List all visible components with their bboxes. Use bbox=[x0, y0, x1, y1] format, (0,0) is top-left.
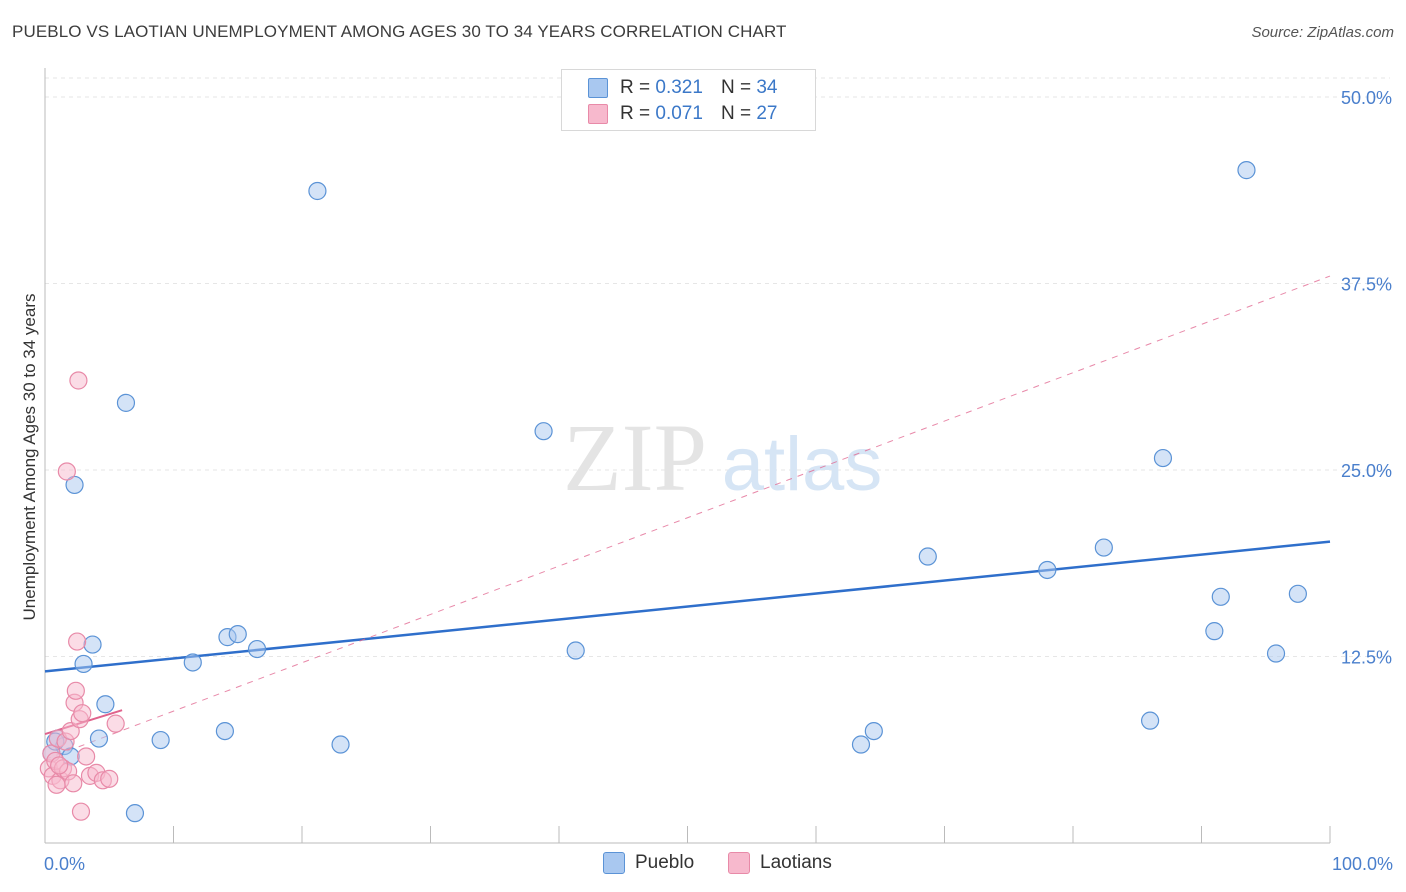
pueblo-point bbox=[1288, 584, 1307, 603]
y-axis-label: Unemployment Among Ages 30 to 34 years bbox=[20, 294, 39, 621]
trend-line-laotians-dashed bbox=[44, 275, 1331, 760]
x-tick-label: 100.0% bbox=[1332, 854, 1393, 874]
pueblo-legend-label: Pueblo bbox=[635, 852, 695, 873]
bottom-legend-laotians: Laotians bbox=[728, 852, 832, 874]
pueblo-n-value: 34 bbox=[756, 77, 778, 98]
laotians-point bbox=[68, 632, 87, 651]
pueblo-point bbox=[183, 653, 202, 672]
laotians-legend-label: Laotians bbox=[760, 852, 832, 873]
n-label: N = bbox=[720, 77, 752, 98]
y-tick-label: 37.5% bbox=[1341, 275, 1392, 295]
n-label: N = bbox=[720, 103, 752, 124]
laotians-point bbox=[64, 774, 83, 793]
legend-row-laotians: R = 0.071 N = 27 bbox=[588, 102, 777, 126]
legend-row-pueblo: R = 0.321 N = 34 bbox=[588, 76, 777, 100]
laotians-point bbox=[57, 462, 76, 481]
laotians-point bbox=[71, 802, 91, 821]
pueblo-point bbox=[215, 721, 234, 741]
laotians-r-value: 0.071 bbox=[655, 103, 703, 124]
pueblo-point bbox=[1140, 711, 1160, 730]
watermark-zip: ZIP bbox=[563, 404, 707, 511]
laotians-legend-swatch bbox=[728, 852, 750, 874]
laotians-point bbox=[77, 747, 96, 766]
pueblo-point bbox=[1094, 538, 1113, 557]
watermark-atlas: atlas bbox=[722, 422, 883, 507]
pueblo-point bbox=[534, 422, 553, 441]
laotians-point bbox=[47, 775, 66, 794]
correlation-legend: R = 0.321 N = 34 R = 0.071 N = 27 bbox=[561, 69, 816, 131]
pueblo-point bbox=[308, 181, 327, 201]
pueblo-point bbox=[566, 641, 585, 660]
laotians-n-value: 27 bbox=[756, 103, 778, 124]
pueblo-point bbox=[96, 695, 115, 714]
laotians-point bbox=[69, 371, 88, 390]
pueblo-point bbox=[864, 721, 883, 741]
laotians-point bbox=[106, 714, 125, 733]
x-tick-label: 0.0% bbox=[44, 854, 85, 874]
r-label: R = bbox=[620, 77, 651, 98]
pueblo-point bbox=[89, 729, 109, 748]
pueblo-point bbox=[1153, 448, 1173, 468]
pueblo-point bbox=[918, 547, 937, 566]
pueblo-point bbox=[228, 625, 247, 644]
bottom-legend-pueblo: Pueblo bbox=[603, 852, 694, 874]
laotians-point bbox=[100, 769, 119, 788]
tick-labels: 12.5% 25.0% 37.5% 50.0% 0.0% 100.0% bbox=[44, 88, 1393, 874]
pueblo-point bbox=[125, 804, 145, 823]
pueblo-point bbox=[74, 654, 93, 674]
laotians-point bbox=[73, 704, 92, 723]
y-tick-label: 50.0% bbox=[1341, 88, 1392, 108]
grid-lines bbox=[45, 77, 1390, 657]
r-label: R = bbox=[620, 103, 651, 124]
laotians-swatch bbox=[588, 104, 608, 124]
pueblo-point bbox=[1266, 644, 1286, 663]
pueblo-point bbox=[331, 735, 350, 754]
y-tick-label: 25.0% bbox=[1341, 461, 1392, 481]
pueblo-r-value: 0.321 bbox=[655, 77, 703, 98]
pueblo-point bbox=[151, 730, 170, 750]
pueblo-point bbox=[1237, 161, 1256, 180]
pueblo-point bbox=[116, 393, 136, 412]
pueblo-point bbox=[851, 735, 871, 754]
pueblo-legend-swatch bbox=[603, 852, 625, 874]
pueblo-point bbox=[1205, 622, 1224, 641]
pueblo-point bbox=[247, 639, 267, 659]
y-tick-label: 12.5% bbox=[1341, 648, 1392, 668]
watermark: ZIP atlas bbox=[563, 404, 882, 511]
pueblo-point bbox=[1211, 587, 1230, 606]
pueblo-swatch bbox=[588, 78, 608, 98]
axes bbox=[44, 68, 1331, 844]
pueblo-point bbox=[83, 635, 102, 654]
chart-title: PUEBLO VS LAOTIAN UNEMPLOYMENT AMONG AGE… bbox=[12, 22, 787, 41]
laotians-point bbox=[50, 756, 69, 775]
data-points bbox=[39, 161, 1307, 823]
trend-line-pueblo bbox=[44, 540, 1331, 673]
source-label: Source: ZipAtlas.com bbox=[1251, 24, 1394, 41]
laotians-point bbox=[66, 681, 85, 700]
trend-lines bbox=[44, 275, 1331, 760]
pueblo-point bbox=[1038, 560, 1057, 580]
pueblo-point bbox=[65, 475, 84, 495]
